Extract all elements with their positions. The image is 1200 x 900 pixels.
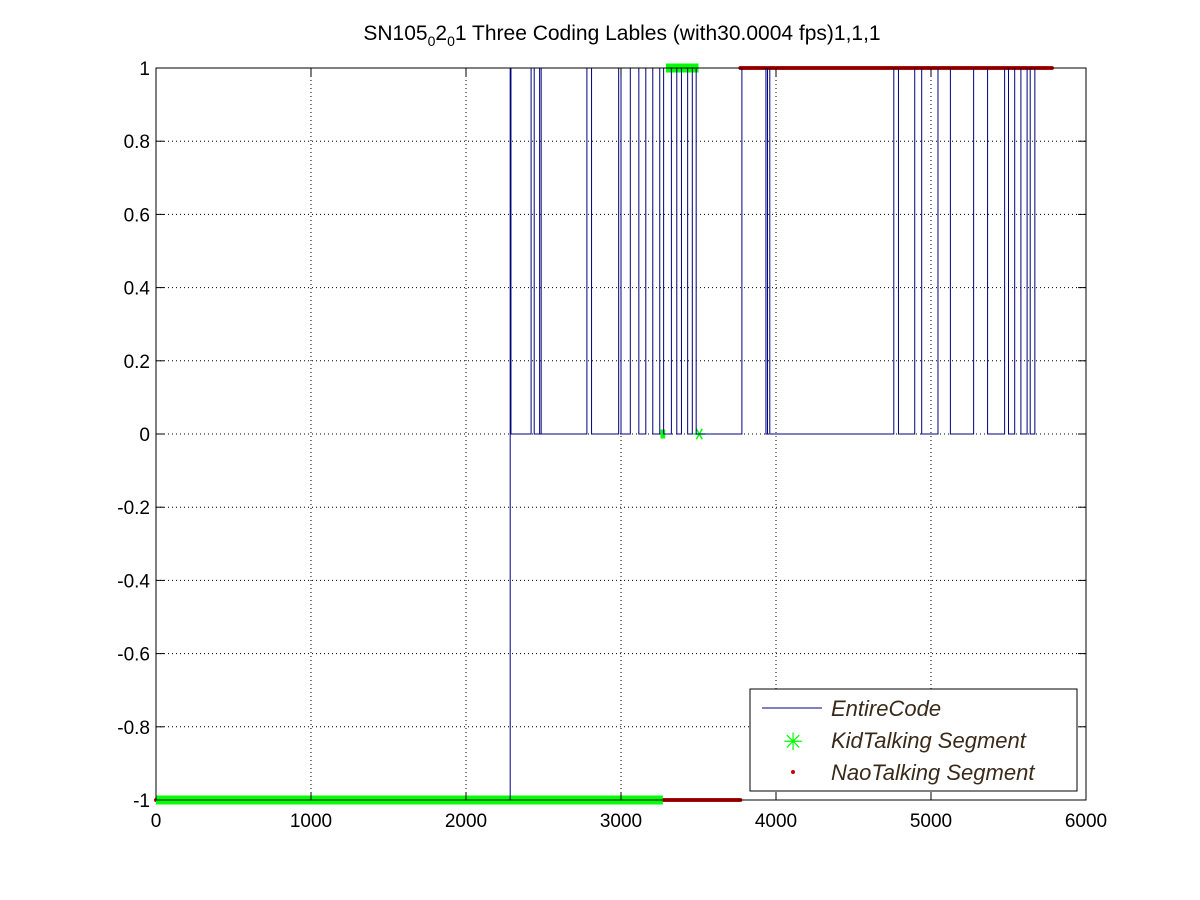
x-tick-label: 3000 (600, 811, 642, 832)
legend-nao-label: NaoTalking Segment (831, 760, 1035, 785)
x-tick-label: 2000 (445, 811, 487, 832)
y-tick-label: 0.4 (124, 279, 151, 300)
y-tick-label: 0.2 (124, 352, 150, 373)
y-tick-label: -0.4 (117, 571, 150, 592)
y-tick-labels: -1 -0.8 -0.6 -0.4 -0.2 0 0.2 0.4 0.6 0.8 1 (117, 59, 150, 812)
legend-entirecode-label: EntireCode (831, 696, 941, 721)
y-tick-label: 0 (139, 425, 150, 446)
x-tick-label: 1000 (290, 811, 332, 832)
x-tick-labels: 0 1000 2000 3000 4000 5000 6000 (151, 811, 1107, 832)
entirecode-series-line (156, 67, 1040, 801)
y-tick-label: -0.2 (117, 498, 150, 519)
legend-kid-label: KidTalking Segment (831, 728, 1027, 753)
title-subscript-2: 0 (447, 33, 455, 49)
title-base: SN105 (363, 22, 427, 45)
legend-kid-marker: ✳ (783, 729, 803, 756)
y-tick-label: -1 (133, 791, 150, 812)
x-tick-label: 4000 (755, 811, 797, 832)
title-rest: 1 Three Coding Lables (with30.0004 fps)1… (455, 22, 881, 45)
y-tick-label: -0.8 (117, 718, 150, 739)
x-tick-label: 6000 (1065, 811, 1107, 832)
chart-title: SN1050201 Three Coding Lables (with30.00… (363, 22, 880, 49)
legend-box (749, 688, 1078, 792)
legend-nao-marker (791, 770, 795, 774)
y-tick-label: 0.8 (124, 132, 150, 153)
title-subscript-1: 0 (428, 33, 436, 49)
title-middle: 2 (435, 22, 447, 45)
y-tick-label: -0.6 (117, 645, 150, 666)
y-tick-label: 1 (139, 59, 150, 80)
legend: EntireCode ✳ KidTalking Segment NaoTalki… (749, 688, 1078, 792)
x-tick-label: 0 (151, 811, 162, 832)
y-tick-label: 0.6 (124, 205, 150, 226)
x-tick-label: 5000 (910, 811, 952, 832)
tick-marks (155, 67, 1087, 801)
